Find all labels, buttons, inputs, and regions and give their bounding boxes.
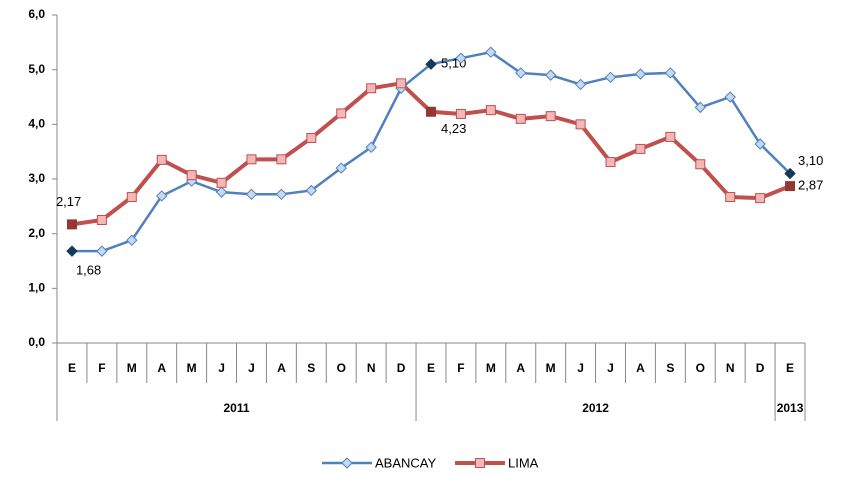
marker [335, 162, 347, 174]
x-tick-label: N [726, 361, 735, 375]
marker [366, 83, 377, 94]
marker [186, 170, 197, 181]
marker [365, 141, 377, 154]
x-tick-label: N [367, 361, 376, 375]
data-label: 2,87 [798, 178, 823, 193]
x-tick-label: D [397, 361, 406, 375]
y-tick-label: 5,0 [28, 62, 45, 76]
marker [96, 245, 108, 257]
legend-label: LIMA [508, 455, 539, 470]
x-tick-label: S [307, 361, 315, 375]
marker [66, 245, 78, 257]
marker [475, 458, 485, 468]
y-tick-label: 3,0 [28, 171, 45, 185]
series-line [71, 81, 791, 227]
x-tick-label: F [98, 361, 105, 375]
marker [634, 68, 647, 80]
marker [156, 190, 168, 202]
marker [215, 186, 228, 198]
marker [544, 69, 557, 81]
marker [455, 108, 466, 119]
marker [485, 46, 497, 58]
x-tick-label: A [636, 361, 645, 375]
data-label: 2,17 [56, 194, 81, 209]
marker [574, 78, 587, 91]
y-tick-label: 0,0 [28, 335, 45, 349]
marker [341, 457, 353, 469]
marker [785, 181, 796, 192]
marker [515, 67, 527, 79]
marker [426, 106, 436, 117]
x-tick-label: A [277, 361, 286, 375]
x-tick-label: A [516, 361, 525, 375]
x-tick-label: M [187, 361, 197, 375]
marker [276, 154, 287, 165]
marker [396, 78, 407, 89]
marker [755, 193, 766, 204]
marker [575, 119, 586, 130]
marker [784, 167, 796, 180]
marker [336, 108, 347, 119]
x-tick-label: J [577, 361, 584, 375]
marker [66, 219, 77, 230]
x-tick-label: J [607, 361, 614, 375]
marker [665, 131, 676, 142]
x-tick-label: J [218, 361, 225, 375]
marker [694, 101, 706, 114]
x-tick-label: E [786, 361, 794, 375]
y-tick-label: 6,0 [28, 7, 45, 21]
marker [216, 177, 227, 188]
x-tick-label: E [427, 361, 435, 375]
data-label: 3,10 [798, 153, 823, 168]
marker [605, 157, 616, 168]
data-label: 4,23 [441, 121, 466, 136]
marker [724, 91, 736, 103]
marker [754, 138, 766, 150]
marker [156, 154, 167, 165]
x-tick-label: S [666, 361, 674, 375]
marker [604, 71, 617, 84]
x-tick-label: O [337, 361, 346, 375]
group-label: 2012 [582, 401, 609, 415]
x-tick-label: M [546, 361, 556, 375]
marker [245, 188, 258, 201]
y-tick-label: 1,0 [28, 281, 45, 295]
y-tick-label: 4,0 [28, 117, 45, 131]
x-tick-label: F [457, 361, 464, 375]
data-label: 1,68 [76, 263, 101, 278]
marker [126, 234, 138, 246]
y-tick-label: 2,0 [28, 226, 45, 240]
marker [635, 143, 646, 154]
x-tick-label: M [486, 361, 496, 375]
marker [725, 192, 736, 203]
marker [485, 105, 496, 116]
x-tick-label: O [696, 361, 705, 375]
marker [246, 154, 257, 165]
marker [425, 58, 437, 70]
marker [545, 111, 556, 122]
marker [306, 133, 317, 143]
marker [664, 67, 677, 79]
marker [305, 184, 318, 197]
marker [695, 159, 706, 170]
marker [275, 188, 288, 201]
x-tick-label: J [248, 361, 255, 375]
marker [515, 113, 526, 124]
x-tick-label: A [157, 361, 166, 375]
x-tick-label: E [68, 361, 76, 375]
x-tick-label: D [756, 361, 765, 375]
legend-label: ABANCAY [375, 455, 436, 470]
group-label: 2013 [777, 401, 804, 415]
series-line [71, 50, 791, 253]
marker [96, 215, 107, 225]
marker [455, 52, 467, 64]
x-tick-label: M [127, 361, 137, 375]
marker [126, 192, 137, 203]
group-label: 2011 [223, 401, 249, 415]
